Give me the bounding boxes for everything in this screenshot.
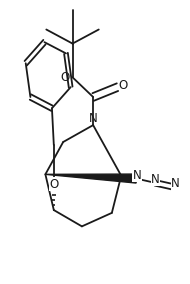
Text: N: N [171, 177, 180, 190]
Text: O: O [49, 178, 59, 191]
Text: O: O [118, 79, 128, 92]
Text: O: O [61, 71, 70, 84]
Text: N: N [132, 169, 141, 182]
Text: N: N [151, 173, 160, 186]
Text: N: N [89, 112, 97, 126]
Polygon shape [45, 174, 136, 183]
